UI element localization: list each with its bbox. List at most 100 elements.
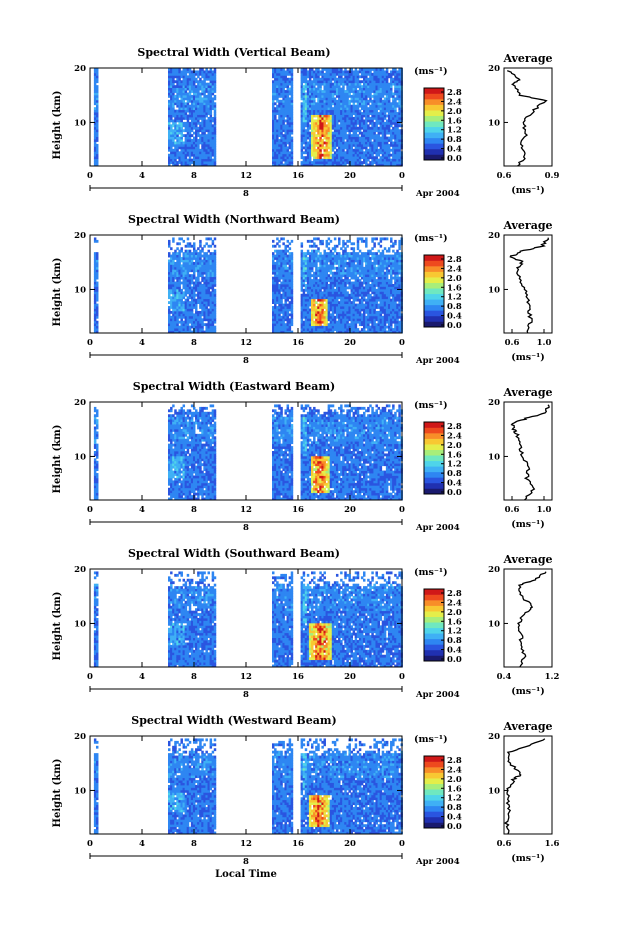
heatmap-cell <box>286 261 290 265</box>
heatmap-cell <box>367 114 370 118</box>
heatmap-cell <box>278 244 281 248</box>
heatmap-cell <box>211 163 215 167</box>
heatmap-cell <box>211 97 215 101</box>
heatmap-cell <box>178 288 181 292</box>
heatmap-cell <box>304 107 308 111</box>
heatmap-cell <box>284 252 287 255</box>
heatmap-cell <box>385 126 389 130</box>
heatmap-cell <box>195 126 198 130</box>
heatmap-cell <box>390 141 393 145</box>
heatmap-cell <box>272 291 275 295</box>
heatmap-cell <box>385 94 389 98</box>
heatmap-cell <box>207 161 210 164</box>
heatmap-cell <box>290 148 294 152</box>
heatmap-cell <box>190 85 194 88</box>
heatmap-cell <box>365 114 368 118</box>
heatmap-cell <box>272 296 275 300</box>
heatmap-cell <box>394 90 397 93</box>
heatmap-cell <box>352 129 356 133</box>
heatmap-cell <box>172 143 175 147</box>
heatmap-cell <box>284 141 287 145</box>
heatmap-cell <box>209 80 213 84</box>
heatmap-cell <box>195 97 198 101</box>
heatmap-cell <box>375 107 378 111</box>
heatmap-cell <box>398 151 401 155</box>
heatmap-cell <box>203 82 206 86</box>
heatmap-cell <box>93 70 97 74</box>
heatmap-cell <box>182 303 186 307</box>
heatmap-cell <box>342 85 345 88</box>
heatmap-cell <box>280 126 283 130</box>
heatmap-cell <box>93 80 97 84</box>
heatmap-cell <box>371 90 374 93</box>
heatmap-cell <box>176 318 179 322</box>
heatmap-cell <box>190 261 194 265</box>
heatmap-cell <box>327 99 331 103</box>
heatmap-cell <box>317 117 320 120</box>
heatmap-cell <box>170 266 173 270</box>
heatmap-cell <box>327 161 331 164</box>
heatmap-cell <box>396 143 399 147</box>
heatmap-cell <box>276 328 279 331</box>
heatmap-cell <box>323 99 326 103</box>
heatmap-cell <box>286 117 290 120</box>
heatmap-cell <box>190 323 194 327</box>
heatmap-cell <box>302 119 306 123</box>
heatmap-cell <box>342 117 345 120</box>
heatmap-cell <box>381 99 385 103</box>
heatmap-cell <box>192 269 196 273</box>
heatmap-cell <box>377 68 381 71</box>
heatmap-cell <box>375 77 378 81</box>
heatmap-cell <box>170 301 173 304</box>
heatmap-cell <box>381 156 385 160</box>
heatmap-cell <box>335 102 339 106</box>
heatmap-cell <box>340 143 343 147</box>
heatmap-cell <box>203 303 206 307</box>
heatmap-cell <box>383 72 387 76</box>
heatmap-cell <box>209 109 213 113</box>
heatmap-cell <box>192 94 196 98</box>
heatmap-cell <box>381 126 385 130</box>
heatmap-cell <box>321 139 324 142</box>
heatmap-cell <box>327 163 331 167</box>
heatmap-cell <box>188 121 192 125</box>
heatmap-cell <box>203 141 206 145</box>
heatmap-cell <box>280 68 283 71</box>
heatmap-cell <box>174 269 177 273</box>
heatmap-cell <box>350 107 353 111</box>
heatmap-cell <box>340 72 343 76</box>
heatmap-cell <box>197 143 200 147</box>
heatmap-cell <box>352 131 356 135</box>
heatmap-cell <box>317 163 320 167</box>
heatmap-cell <box>325 129 329 133</box>
heatmap-cell <box>201 90 204 93</box>
heatmap-cell <box>180 313 183 317</box>
heatmap-cell <box>344 94 347 98</box>
heatmap-cell <box>203 281 206 285</box>
heatmap-cell <box>190 99 194 103</box>
heatmap-cell <box>369 75 372 79</box>
heatmap-cell <box>286 131 290 135</box>
heatmap-cell <box>284 97 287 101</box>
heatmap-cell <box>178 279 181 282</box>
heatmap-cell <box>282 252 285 255</box>
heatmap-cell <box>284 92 287 96</box>
heatmap-cell <box>180 134 183 137</box>
heatmap-cell <box>333 114 337 118</box>
heatmap-cell <box>93 264 97 268</box>
heatmap-cell <box>188 313 192 317</box>
heatmap-cell <box>282 141 285 145</box>
heatmap-cell <box>205 68 208 71</box>
heatmap-cell <box>95 286 99 290</box>
heatmap-cell <box>207 156 210 160</box>
heatmap-cell <box>290 163 294 167</box>
heatmap-cell <box>321 143 324 147</box>
heatmap-cell <box>327 104 331 108</box>
heatmap-cell <box>381 85 385 88</box>
heatmap-cell <box>188 325 192 329</box>
heatmap-cell <box>340 131 343 135</box>
heatmap-cell <box>201 146 204 150</box>
heatmap-cell <box>329 80 333 84</box>
heatmap-cell <box>282 153 285 157</box>
heatmap-cell <box>211 306 215 309</box>
